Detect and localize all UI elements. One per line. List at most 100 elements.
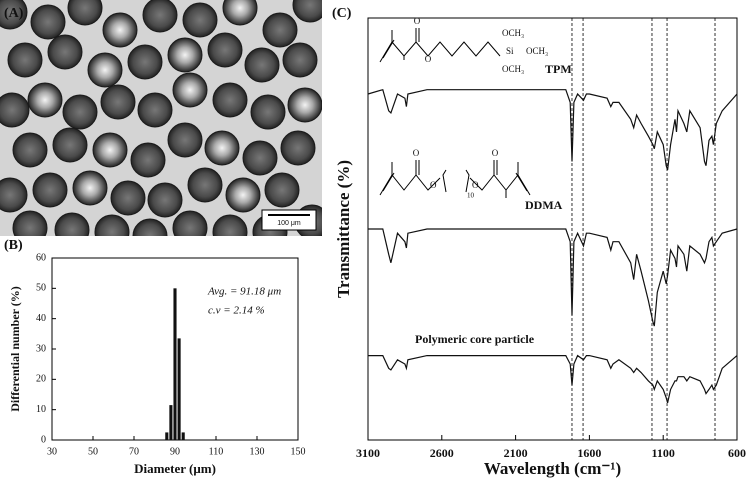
bead (212, 82, 248, 118)
bead (182, 2, 218, 38)
bead (30, 4, 66, 40)
x-tick-label: 1100 (652, 446, 675, 460)
bead (244, 47, 280, 83)
bond (465, 169, 470, 193)
bead (7, 42, 43, 78)
bead (287, 87, 322, 123)
bead (54, 212, 90, 236)
bead (92, 132, 128, 168)
atom: OCH₃ (502, 28, 524, 38)
x-tick-label: 600 (728, 446, 746, 460)
bead (212, 214, 248, 236)
bead (242, 140, 278, 176)
x-tick-label: 130 (250, 446, 265, 457)
x-tick-label: 3100 (356, 446, 380, 460)
bead (0, 92, 30, 128)
bond (379, 41, 501, 63)
x-tick-label: 110 (209, 446, 224, 457)
scale-bar-label: 100 μm (277, 220, 301, 227)
bead (132, 218, 168, 236)
y-axis-label: Transmittance (%) (334, 160, 353, 298)
x-tick-label: 2600 (430, 446, 454, 460)
series-label: Polymeric core particle (415, 332, 535, 346)
annotation: Avg. = 91.18 μm (207, 286, 281, 298)
atom: O (425, 54, 432, 64)
bead (225, 177, 261, 213)
atom: O (430, 180, 437, 190)
y-tick-label: 60 (36, 252, 46, 263)
y-tick-label: 20 (36, 374, 46, 385)
bead (12, 132, 48, 168)
bond (515, 172, 528, 192)
bead (292, 0, 322, 23)
bond (469, 174, 531, 196)
bar (169, 405, 173, 440)
y-tick-label: 50 (36, 283, 46, 294)
series-label: TPM (545, 62, 572, 76)
x-tick-label: 2100 (504, 446, 528, 460)
y-tick-label: 40 (36, 313, 46, 324)
bead (12, 210, 48, 236)
bead (280, 130, 316, 166)
series-label: DDMA (525, 198, 563, 212)
bead (100, 84, 136, 120)
atom: O (414, 16, 421, 26)
bead (207, 32, 243, 68)
panel-label: (C) (332, 6, 352, 21)
bead (102, 12, 138, 48)
x-tick-label: 90 (170, 446, 180, 457)
bead (127, 44, 163, 80)
bead (187, 167, 223, 203)
bead (250, 94, 286, 130)
panel-label: (B) (4, 238, 23, 253)
bond (442, 169, 447, 193)
atom: 10 (467, 192, 475, 200)
x-tick-label: 1600 (577, 446, 601, 460)
x-tick-label: 50 (88, 446, 98, 457)
annotation: c.v = 2.14 % (208, 305, 265, 317)
atom: OCH₃ (526, 46, 548, 56)
bar (177, 338, 181, 440)
bead (0, 177, 28, 213)
atom: O (472, 180, 479, 190)
bond (379, 174, 441, 196)
bead (204, 130, 240, 166)
atom: OCH₃ (502, 64, 524, 74)
atom: Si (506, 46, 514, 56)
spectrum-line (367, 88, 738, 171)
bead (32, 172, 68, 208)
spectrum-line (368, 354, 738, 404)
y-tick-label: 30 (36, 343, 46, 354)
panel-label: (A) (4, 6, 24, 21)
bead (172, 72, 208, 108)
bead (137, 92, 173, 128)
bead (47, 34, 83, 70)
bead (142, 0, 178, 33)
bead (0, 0, 28, 30)
bead (172, 210, 208, 236)
micrograph (0, 0, 322, 236)
bead (167, 122, 203, 158)
x-tick-label: 70 (129, 446, 139, 457)
x-tick-label: 150 (291, 446, 306, 457)
atom: O (492, 148, 499, 158)
bead (52, 127, 88, 163)
bead (87, 52, 123, 88)
bead (147, 182, 183, 218)
bead (72, 170, 108, 206)
bar (173, 288, 177, 440)
y-tick-label: 10 (36, 404, 46, 415)
bead (222, 0, 258, 26)
bar (165, 432, 169, 440)
bead (110, 180, 146, 216)
spectrum-line (368, 228, 738, 327)
x-axis-label: Wavelength (cm⁻¹) (484, 459, 621, 478)
bead (282, 42, 318, 78)
bead (130, 142, 166, 178)
bead (94, 214, 130, 236)
y-axis-label: Differential number (%) (8, 286, 22, 412)
bead (62, 94, 98, 130)
bead (264, 172, 300, 208)
y-tick-label: 0 (41, 434, 46, 445)
